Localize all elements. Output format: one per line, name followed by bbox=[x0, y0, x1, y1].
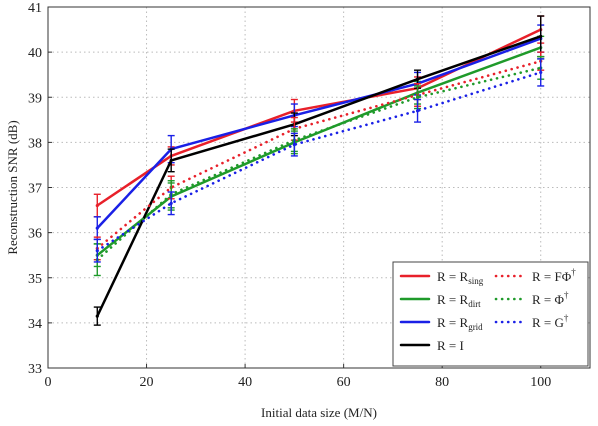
y-tick-label: 37 bbox=[28, 182, 42, 197]
y-tick-label: 38 bbox=[28, 136, 42, 151]
x-tick-label: 0 bbox=[45, 375, 52, 390]
x-tick-label: 80 bbox=[435, 375, 449, 390]
series-line bbox=[96, 66, 543, 262]
x-tick-label: 60 bbox=[337, 375, 351, 390]
x-tick-label: 20 bbox=[140, 375, 154, 390]
legend: R = Rsing R = Rdirt R = Rgrid R = I R = FΦ† R… bbox=[392, 261, 589, 367]
y-tick-label: 35 bbox=[28, 272, 42, 287]
legend-box bbox=[392, 261, 589, 367]
data-point bbox=[415, 95, 420, 99]
data-point bbox=[95, 249, 99, 253]
data-point bbox=[292, 143, 296, 147]
series-4 bbox=[93, 51, 545, 261]
y-tick-label: 36 bbox=[28, 227, 42, 242]
y-axis-label: Reconstruction SNR (dB) bbox=[5, 120, 20, 254]
y-tick-label: 40 bbox=[28, 46, 42, 61]
legend-label-4: R = FΦ† bbox=[532, 267, 576, 284]
series-line bbox=[96, 46, 542, 257]
data-point bbox=[95, 314, 99, 318]
legend-label-2: R = Rgrid bbox=[437, 315, 483, 332]
series-5 bbox=[93, 55, 545, 277]
legend-label-0: R = Rsing bbox=[437, 269, 484, 286]
data-point bbox=[415, 109, 420, 113]
data-point bbox=[95, 226, 99, 230]
series-6 bbox=[93, 58, 545, 263]
data-point bbox=[539, 70, 543, 75]
legend-label-3: R = I bbox=[437, 338, 464, 353]
data-point bbox=[169, 201, 173, 205]
data-point bbox=[539, 34, 543, 38]
series-line bbox=[96, 59, 543, 250]
x-axis-ticks: 0 20 40 60 80 100 bbox=[45, 364, 551, 390]
x-axis-label: Initial data size (M/N) bbox=[261, 405, 377, 420]
y-axis-ticks: 33 34 35 36 37 38 39 40 41 bbox=[28, 1, 52, 377]
y-tick-label: 41 bbox=[28, 1, 42, 16]
y-tick-label: 34 bbox=[28, 317, 42, 332]
x-tick-label: 40 bbox=[238, 375, 252, 390]
x-tick-label: 100 bbox=[530, 375, 551, 390]
grid-lines bbox=[48, 7, 590, 368]
y-tick-label: 39 bbox=[28, 91, 42, 106]
y-tick-label: 33 bbox=[28, 362, 42, 377]
series-line bbox=[96, 28, 542, 207]
series-1 bbox=[93, 35, 545, 268]
legend-label-1: R = Rdirt bbox=[437, 292, 481, 309]
data-point bbox=[415, 77, 420, 81]
data-point bbox=[169, 158, 173, 163]
series-group bbox=[93, 15, 545, 326]
legend-label-6: R = G† bbox=[532, 313, 569, 330]
legend-label-5: R = Φ† bbox=[532, 290, 569, 307]
data-point bbox=[95, 203, 99, 208]
